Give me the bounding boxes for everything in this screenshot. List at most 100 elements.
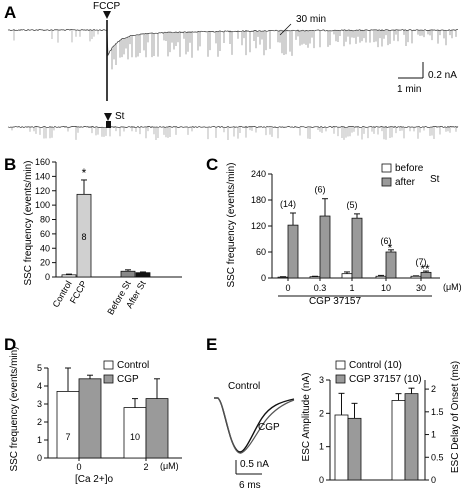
chart-c-category-label: 1	[349, 283, 354, 293]
chart-b-y-tick-label: 160	[35, 157, 50, 167]
chart-b-y-tick-label: 40	[40, 243, 50, 253]
chart-d-n-label: 10	[130, 432, 140, 442]
panel-c: C SSC frequency (events/min) 0 60 120 180 24…	[206, 155, 462, 307]
chart-d-bar-cgp	[78, 378, 102, 459]
chart-c-significance: **	[420, 262, 430, 276]
chart-e-right-y-tick-label: 2	[431, 384, 436, 394]
fccp-label: FCCP	[93, 1, 121, 12]
chart-e-right-ylabel: ESC Delay of Onset (ms)	[450, 361, 461, 473]
chart-c-n-label: (7)	[416, 257, 427, 267]
chart-c-significance: *	[388, 241, 393, 255]
chart-c-bar-after	[319, 215, 331, 279]
chart-d-y-tick-label: 3	[37, 399, 42, 409]
chart-c-bar-before	[375, 275, 387, 279]
chart-c-n-label: (6)	[381, 236, 392, 246]
legend-label-before: before	[395, 163, 424, 174]
panel-c-label: C	[206, 155, 218, 174]
panel-a-label: A	[4, 3, 16, 22]
chart-c-bar-after	[351, 217, 363, 279]
chart-b-ylabel: SSC frequency (events/min)	[23, 160, 34, 285]
chart-e: 0 1 2 3 0 0.5 1 1.5 2	[319, 375, 444, 485]
legend-label-control-10: Control (10)	[349, 360, 402, 371]
chart-b-y-tick-label: 80	[40, 215, 50, 225]
legend-title-st: St	[430, 174, 440, 185]
chart-c-bar-before	[341, 273, 353, 279]
chart-e-bar-delay	[391, 400, 406, 481]
chart-c-y-tick-label: 180	[251, 195, 266, 205]
chart-c-xlabel: CGP 37157	[309, 296, 362, 307]
fccp-arrow-icon	[103, 11, 111, 19]
chart-e-right-y-tick-label: 0.5	[431, 452, 444, 462]
esc-scale-time-label: 6 ms	[239, 480, 261, 491]
chart-c-y-tick-label: 0	[261, 273, 266, 283]
chart-c-bar-after	[385, 251, 397, 279]
chart-e-left-y-tick-label: 0	[319, 475, 324, 485]
chart-d: 0 1 2 3 4 5 7 0 10 2	[37, 363, 182, 472]
chart-b-bar	[120, 270, 136, 278]
chart-d-y-tick-label: 5	[37, 363, 42, 373]
chart-e-bar-amplitude	[347, 417, 362, 481]
chart-c-n-label: (5)	[347, 200, 358, 210]
chart-c-category-label: 10	[381, 283, 391, 293]
chart-d-y-tick-label: 0	[37, 453, 42, 463]
legend-swatch-after	[381, 177, 392, 187]
scale-time-label: 1 min	[397, 84, 421, 95]
chart-d-y-tick-label: 4	[37, 381, 42, 391]
trace-st-baseline	[7, 125, 459, 129]
esc-scale-current-label: 0.5 nA	[240, 459, 269, 470]
chart-d-bar-cgp	[145, 398, 169, 459]
legend-label-cgp-10: CGP 37157 (10)	[349, 374, 422, 385]
chart-c-category-label: 30	[416, 283, 426, 293]
panel-d-label: D	[4, 335, 16, 354]
chart-c-unit: (μM)	[443, 282, 462, 292]
chart-e-right-y-tick-label: 1.5	[431, 407, 444, 417]
chart-c-category-label: 0.3	[314, 283, 327, 293]
panel-b-label: B	[4, 155, 16, 174]
chart-e-left-ylabel: ESC Amplitude (nA)	[301, 373, 312, 462]
chart-c-n-label: (6)	[315, 185, 326, 195]
legend-swatch-control	[103, 360, 114, 370]
chart-e-left-y-tick-label: 2	[319, 408, 324, 418]
chart-d-category-label: 0	[76, 462, 81, 472]
chart-b-significance: *	[82, 166, 87, 180]
legend-swatch-before	[381, 163, 392, 173]
chart-c-n-label: (14)	[280, 199, 296, 209]
legend-swatch-cgp	[103, 374, 114, 384]
trace-label-cgp: CGP	[258, 422, 280, 433]
legend-label-control: Control	[117, 360, 149, 371]
chart-b-y-tick-label: 100	[35, 200, 50, 210]
chart-d-xlabel: [Ca 2+]o	[75, 474, 114, 485]
chart-c-ylabel: SSC frequency (events/min)	[226, 162, 237, 287]
chart-c-y-tick-label: 60	[256, 247, 266, 257]
chart-b-y-tick-label: 140	[35, 171, 50, 181]
legend-label-after: after	[395, 177, 416, 188]
scale-current-label: 0.2 nA	[428, 70, 457, 81]
panel-b: B SSC frequency (events/min) 0 20 40 60 80 10…	[4, 155, 182, 317]
chart-b-n-label: 8	[81, 232, 86, 242]
trace-st	[7, 125, 459, 140]
panel-e-label: E	[206, 335, 217, 354]
chart-d-category-label: 2	[143, 462, 148, 472]
time-30min-pointer	[279, 23, 292, 36]
chart-b-y-tick-label: 120	[35, 186, 50, 196]
chart-e-right-y-tick-label: 0	[431, 475, 436, 485]
chart-b-y-tick-label: 0	[45, 272, 50, 282]
chart-e-left-y-tick-label: 3	[319, 375, 324, 385]
chart-c-bar-before	[309, 276, 321, 279]
chart-e-left-y-tick-label: 1	[319, 442, 324, 452]
chart-b-bar	[135, 272, 151, 278]
chart-d-n-label: 7	[65, 432, 70, 442]
chart-c-bar-before	[410, 275, 422, 279]
chart-d-ylabel: SSC frequency (events/min)	[9, 346, 20, 471]
st-label: St	[115, 111, 125, 122]
chart-c-y-tick-label: 120	[251, 221, 266, 231]
st-arrow-icon	[104, 113, 112, 121]
chart-c-bar-after	[287, 224, 299, 279]
chart-d-y-tick-label: 2	[37, 417, 42, 427]
chart-c-bar-before	[277, 276, 289, 279]
time-30min-label: 30 min	[296, 14, 326, 25]
panel-a: A FCCP 30 min St 0.2 nA 1 min	[4, 1, 459, 140]
